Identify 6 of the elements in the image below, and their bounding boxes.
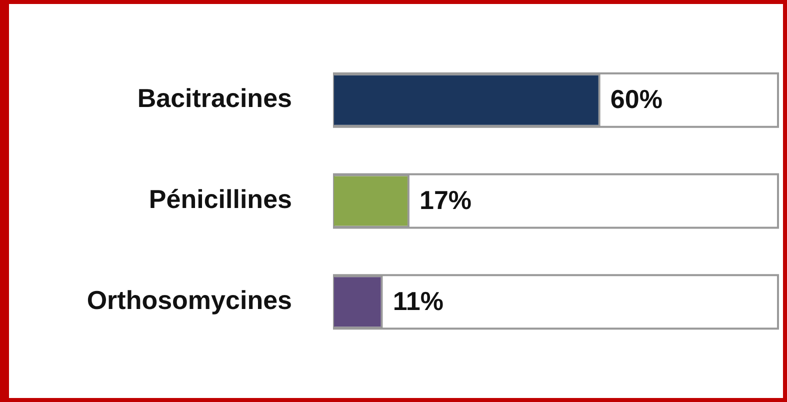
data-label: 17% bbox=[419, 185, 472, 216]
y-tick-label: Bacitracines bbox=[137, 83, 292, 114]
y-tick-label: Pénicillines bbox=[148, 184, 292, 214]
data-label: 11% bbox=[392, 286, 444, 316]
data-label: 60% bbox=[610, 84, 662, 114]
y-tick-label: Orthosomycines bbox=[86, 285, 292, 316]
